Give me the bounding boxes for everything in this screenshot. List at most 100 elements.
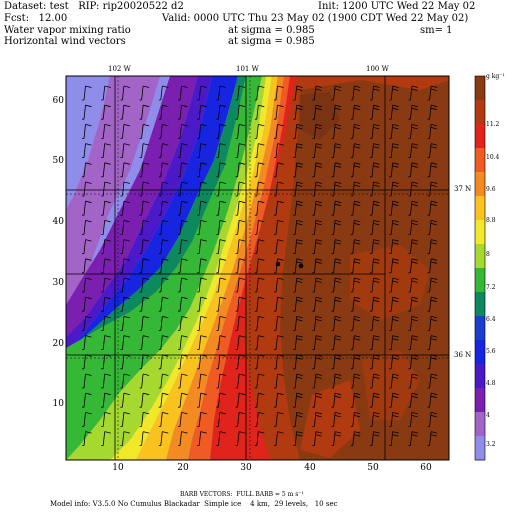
legend-swatch	[475, 292, 485, 317]
wind-barb	[216, 85, 226, 101]
wind-barb	[235, 124, 246, 139]
wind-barb	[235, 181, 246, 197]
wind-barb	[350, 258, 361, 274]
wind-barb	[312, 200, 322, 216]
wind-barb	[158, 104, 169, 120]
wind-barb	[293, 200, 303, 216]
wind-barb	[274, 85, 284, 101]
wind-barb	[254, 335, 265, 350]
legend-swatch	[475, 148, 485, 173]
field1-label: Water vapor mixing ratio	[4, 25, 131, 36]
wind-barb	[254, 431, 265, 446]
wind-barb	[408, 277, 418, 293]
field2-label: Horizontal wind vectors	[4, 36, 126, 47]
wind-barb	[158, 412, 169, 427]
wind-barb	[408, 431, 418, 446]
legend-label: 10.4	[486, 154, 500, 161]
wind-barb	[139, 200, 150, 216]
wind-barb	[370, 143, 380, 158]
wind-barb	[158, 143, 169, 158]
legend-label: 4	[486, 412, 490, 419]
wind-barb	[101, 277, 111, 293]
wind-barb	[312, 296, 322, 312]
wind-barb	[158, 316, 169, 331]
wind-barb	[408, 200, 418, 216]
wind-barb	[389, 296, 399, 312]
wind-barb	[139, 277, 150, 293]
wind-barb	[158, 354, 169, 370]
wind-barb	[254, 200, 265, 216]
wind-barb	[139, 181, 150, 197]
wind-barb	[350, 354, 361, 370]
wind-barb	[216, 124, 226, 139]
wind-barb	[197, 354, 207, 370]
x-tick-label: 10	[112, 463, 124, 473]
wind-barb	[427, 200, 438, 216]
wind-barb	[235, 316, 246, 331]
wind-barb	[82, 220, 92, 235]
wind-barb	[427, 335, 438, 350]
wind-barb	[139, 104, 150, 120]
wind-barb	[139, 392, 150, 408]
wind-barb	[82, 181, 92, 197]
legend-label: 6.4	[486, 316, 496, 323]
wind-barb	[408, 104, 418, 120]
wind-barb	[139, 412, 150, 427]
lon-label-101: 101 W	[236, 65, 259, 73]
wind-barb	[235, 373, 246, 389]
wind-barb	[370, 412, 380, 427]
wind-barb	[178, 258, 188, 274]
barb-note: BARB VECTORS: FULL BARB = 5 m s⁻¹	[180, 491, 304, 498]
wind-barb	[389, 258, 399, 274]
wind-barb	[312, 335, 322, 350]
wind-barb	[101, 258, 111, 274]
smoothing-label: sm= 1	[420, 25, 453, 36]
wind-barb	[293, 431, 303, 446]
legend-swatch	[475, 244, 485, 269]
legend-swatch	[475, 268, 485, 293]
wind-barb	[293, 124, 303, 139]
x-tick-label: 30	[240, 463, 252, 473]
lat-label-37: 37 N	[454, 185, 472, 193]
wind-barb	[101, 335, 111, 350]
wind-barb	[82, 124, 92, 139]
wind-barb	[235, 258, 246, 274]
wind-barb	[197, 200, 207, 216]
wind-barb	[101, 316, 111, 331]
wind-barb	[216, 104, 226, 120]
legend-swatch	[475, 388, 485, 413]
wind-barb	[350, 220, 361, 235]
band-green	[66, 76, 254, 358]
wind-barb	[370, 181, 380, 197]
wind-barb	[331, 277, 342, 293]
wind-barb	[178, 181, 188, 197]
y-tick-label: 20	[52, 339, 64, 349]
model-info: Model info: V3.5.0 No Cumulus Blackadar …	[50, 500, 338, 508]
wind-barb	[331, 258, 342, 274]
legend-swatch	[475, 436, 485, 461]
wind-barb	[427, 296, 438, 312]
wind-barb	[139, 258, 150, 274]
wind-barb	[331, 335, 342, 350]
wind-barb	[139, 373, 150, 389]
wind-barb	[427, 392, 438, 408]
wind-barb	[120, 258, 130, 274]
wind-barb	[312, 412, 322, 427]
wind-barb	[178, 412, 188, 427]
wind-barb	[101, 200, 111, 216]
wind-barb	[82, 85, 92, 101]
wind-barb	[331, 85, 342, 101]
wind-barb	[216, 373, 226, 389]
wind-barb	[389, 124, 399, 139]
band-orange2	[188, 76, 290, 460]
wind-barb	[350, 316, 361, 331]
wind-barb	[178, 124, 188, 139]
wind-barb	[82, 392, 92, 408]
x-tick-label: 60	[420, 463, 432, 473]
wind-barb	[293, 220, 303, 235]
x-tick-label: 40	[304, 463, 316, 473]
wind-barb	[120, 335, 130, 350]
wind-barb	[389, 181, 399, 197]
wind-barb	[197, 335, 207, 350]
